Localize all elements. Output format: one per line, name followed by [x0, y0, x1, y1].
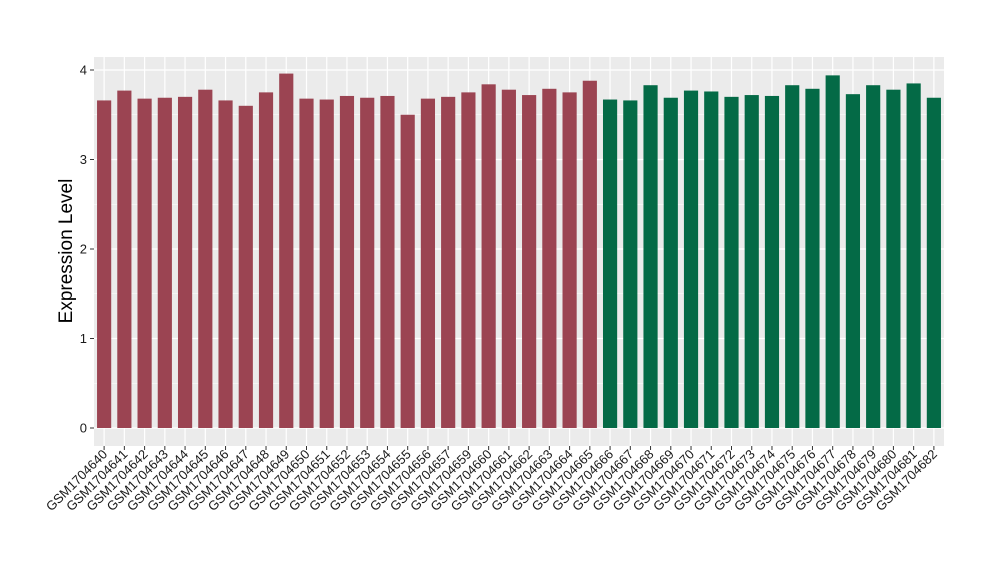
- y-axis-title: Expression Level: [56, 179, 77, 324]
- bar: [866, 85, 881, 428]
- y-tick-label: 1: [80, 331, 87, 346]
- bar: [744, 95, 759, 428]
- bar: [562, 92, 577, 428]
- bar: [238, 105, 253, 429]
- bar: [582, 80, 597, 429]
- bar: [542, 88, 557, 429]
- bar: [279, 73, 294, 428]
- bar: [845, 94, 861, 428]
- bar: [481, 84, 496, 428]
- bar: [683, 90, 699, 429]
- y-tick-label: 3: [80, 152, 87, 167]
- bar: [663, 97, 678, 429]
- bar: [360, 97, 375, 429]
- bar: [198, 89, 213, 428]
- bar: [117, 90, 132, 429]
- bar: [319, 99, 334, 428]
- x-axis: GSM1704640GSM1704641GSM1704642GSM1704643…: [43, 446, 940, 514]
- bar: [380, 95, 395, 428]
- bar: [137, 98, 152, 428]
- bar: [623, 100, 638, 429]
- bar: [157, 97, 172, 429]
- bar: [441, 96, 456, 428]
- bar: [805, 88, 820, 429]
- bar: [501, 89, 516, 428]
- bar: [926, 97, 941, 429]
- y-tick-label: 2: [80, 242, 87, 257]
- bar: [97, 100, 112, 429]
- bar: [177, 96, 193, 428]
- bar: [764, 95, 780, 428]
- bar: [400, 114, 415, 428]
- bar: [420, 98, 436, 428]
- plot-panel: [94, 57, 944, 446]
- bars: [97, 73, 941, 429]
- bar: [218, 100, 233, 429]
- bar: [522, 95, 537, 428]
- bar: [461, 92, 476, 428]
- bar: [704, 91, 719, 428]
- bar: [825, 75, 840, 429]
- bar: [906, 83, 921, 429]
- bar: [724, 96, 739, 428]
- y-axis: 0 1 2 3 4: [80, 63, 94, 436]
- bar: [602, 99, 618, 428]
- bar: [258, 92, 274, 428]
- bar: [785, 85, 800, 428]
- y-tick-label: 4: [80, 63, 87, 78]
- bar: [299, 98, 314, 428]
- bar: [886, 89, 901, 428]
- bar: [339, 95, 355, 428]
- bar: [643, 85, 658, 428]
- y-tick-label: 0: [80, 421, 87, 436]
